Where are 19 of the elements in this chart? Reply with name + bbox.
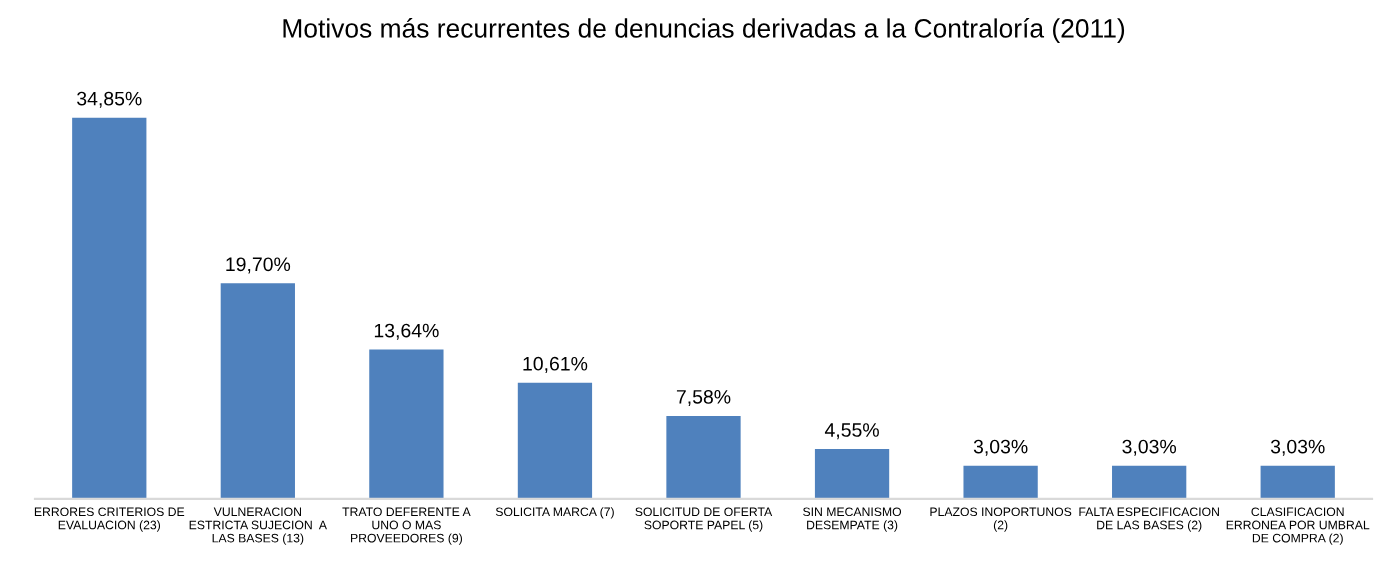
bar [963, 465, 1038, 499]
data-label: 34,85% [77, 91, 142, 108]
data-label: 4,55% [824, 423, 879, 440]
bar [1112, 465, 1187, 499]
data-label: 10,61% [523, 356, 588, 373]
data-label: 3,03% [1270, 439, 1325, 456]
data-label: 3,03% [973, 439, 1028, 456]
data-label: 7,58% [676, 389, 731, 407]
bar [369, 349, 444, 499]
bar [1260, 465, 1335, 499]
bar [814, 449, 890, 499]
chart-title: Motivos más recurrentes de denuncias derivadas a la Contraloría (2011) [283, 18, 1125, 43]
bar [220, 283, 295, 499]
bar [517, 382, 593, 499]
data-label: 3,03% [1122, 439, 1177, 456]
data-label: 19,70% [226, 257, 291, 274]
data-label: 13,64% [374, 323, 439, 340]
bar [666, 415, 741, 499]
bar [72, 117, 147, 499]
